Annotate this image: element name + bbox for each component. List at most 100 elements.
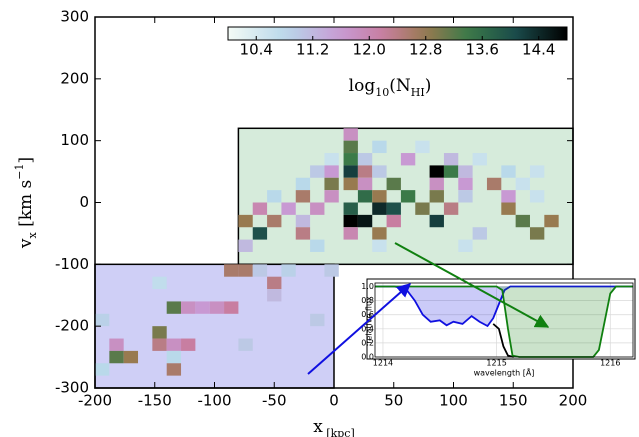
cell bbox=[310, 202, 325, 215]
cell bbox=[324, 177, 339, 191]
label-part: log bbox=[349, 76, 376, 96]
cell bbox=[343, 177, 358, 191]
y-tick-label: -100 bbox=[55, 255, 89, 273]
cell bbox=[238, 239, 253, 252]
cell bbox=[372, 190, 387, 203]
cell bbox=[458, 190, 473, 203]
cell bbox=[357, 165, 373, 178]
colorbar-tick-label: 14.4 bbox=[522, 41, 555, 59]
cell bbox=[324, 153, 339, 166]
label-part: x bbox=[26, 232, 39, 239]
cell bbox=[109, 338, 124, 351]
cell bbox=[152, 276, 167, 290]
cell bbox=[95, 313, 110, 327]
cell bbox=[529, 165, 545, 178]
cell bbox=[343, 140, 358, 154]
y-tick-label: 1.0 bbox=[361, 282, 374, 291]
cell bbox=[529, 190, 545, 203]
colorbar-tick-label: 12.8 bbox=[409, 41, 442, 59]
cell bbox=[181, 338, 196, 351]
label-part: [km s bbox=[16, 180, 36, 233]
cell bbox=[310, 313, 325, 327]
x-tick-label: 150 bbox=[499, 392, 528, 410]
cell bbox=[166, 301, 182, 314]
cell bbox=[310, 165, 325, 178]
cell bbox=[209, 301, 225, 314]
colorbar-tick-label: 10.4 bbox=[240, 41, 273, 59]
x-axis-label: x [kpc] bbox=[313, 417, 355, 437]
cell bbox=[195, 301, 210, 314]
cell bbox=[310, 239, 325, 252]
y-tick-label: -200 bbox=[55, 317, 89, 335]
cell bbox=[357, 214, 373, 228]
x-tick-label: 0 bbox=[329, 392, 339, 410]
cell bbox=[343, 214, 358, 228]
cell bbox=[386, 177, 401, 191]
flux-line bbox=[375, 285, 633, 328]
cell bbox=[343, 165, 358, 178]
cell bbox=[386, 214, 401, 228]
absorption-fill bbox=[375, 286, 633, 326]
cell bbox=[501, 190, 516, 203]
y-tick-label: 0.6 bbox=[361, 310, 374, 319]
cell bbox=[415, 140, 430, 154]
cell bbox=[267, 289, 282, 302]
colorbar-tick-label: 11.2 bbox=[296, 41, 329, 59]
cell bbox=[429, 177, 444, 191]
inset-background bbox=[366, 278, 636, 360]
cell bbox=[400, 190, 416, 203]
cell bbox=[443, 165, 459, 178]
cell bbox=[372, 239, 387, 252]
cell bbox=[152, 338, 167, 351]
cell bbox=[372, 202, 387, 215]
arrow bbox=[307, 283, 412, 375]
label-part: (N bbox=[389, 76, 411, 96]
cell bbox=[443, 153, 459, 166]
colorbar bbox=[227, 26, 568, 41]
cell bbox=[357, 153, 373, 166]
cell bbox=[252, 264, 268, 277]
cell bbox=[458, 239, 473, 252]
cell bbox=[458, 177, 473, 191]
cell bbox=[267, 190, 282, 203]
cell bbox=[324, 190, 339, 203]
cell bbox=[152, 326, 167, 339]
x-tick-label: -200 bbox=[78, 392, 112, 410]
cell bbox=[295, 177, 311, 191]
main-plot: -200 -150 -100 -50 0 50 100 150 200-300-200-1000… bbox=[13, 8, 588, 437]
label-part: ) bbox=[425, 76, 432, 96]
cell bbox=[324, 165, 339, 178]
y-tick-label: 0.2 bbox=[361, 338, 374, 347]
cell bbox=[224, 301, 239, 314]
colorbar-tick-label: 12.0 bbox=[353, 41, 386, 59]
cell bbox=[372, 227, 387, 240]
cell bbox=[267, 214, 282, 228]
x-tick-label: -100 bbox=[197, 392, 231, 410]
x-tick-label: 1215 bbox=[486, 359, 506, 368]
cell bbox=[281, 202, 296, 215]
cell bbox=[295, 214, 311, 228]
y-tick-label: 0.4 bbox=[361, 324, 374, 333]
cell bbox=[181, 301, 196, 314]
y-tick-label: 100 bbox=[60, 131, 89, 149]
cell bbox=[458, 165, 473, 178]
y-tick-label: 0.8 bbox=[361, 296, 374, 305]
cell bbox=[324, 264, 339, 277]
cell bbox=[238, 264, 253, 277]
cell bbox=[252, 227, 268, 240]
cell bbox=[429, 214, 444, 228]
y-tick-label: 0 bbox=[79, 193, 89, 211]
cell bbox=[415, 202, 430, 215]
cell bbox=[295, 190, 311, 203]
cell bbox=[501, 202, 516, 215]
cell bbox=[252, 202, 268, 215]
x-tick-label: 1216 bbox=[600, 359, 620, 368]
flux-line bbox=[492, 323, 514, 358]
cell bbox=[429, 190, 444, 203]
cell bbox=[357, 190, 373, 203]
x-tick-label: 50 bbox=[384, 392, 403, 410]
cell bbox=[109, 350, 124, 364]
colorbar-label: log10(NHI) bbox=[349, 76, 432, 99]
label-part: v bbox=[16, 238, 36, 249]
